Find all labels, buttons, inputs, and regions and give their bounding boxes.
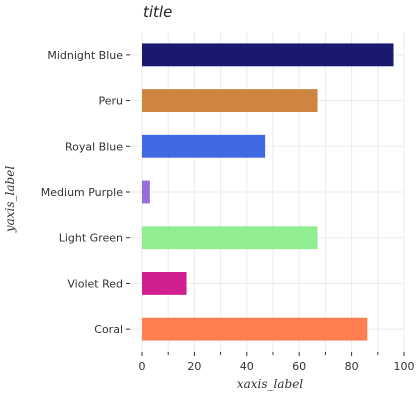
x-tick-label: 80: [345, 360, 359, 373]
bar: [142, 226, 318, 250]
x-tick-label: 40: [240, 360, 254, 373]
x-tick-label: 20: [187, 360, 201, 373]
bar: [142, 272, 187, 295]
y-tick-label: Medium Purple: [41, 186, 123, 199]
x-tick-label: 100: [394, 360, 415, 373]
bar: [142, 317, 368, 341]
y-axis-label: yaxis_label: [3, 166, 17, 233]
y-tick-label: Midnight Blue: [47, 49, 123, 62]
x-tick-layer: 0 20 40 60 80 100: [139, 352, 415, 373]
chart-title: title: [143, 3, 172, 21]
y-tick-label: Coral: [94, 323, 123, 336]
bar: [142, 89, 318, 112]
y-tick-label: Violet Red: [67, 277, 123, 290]
x-tick-label: 0: [139, 360, 146, 373]
bar: [142, 180, 150, 204]
bar: [142, 134, 266, 158]
x-axis-label: xaxis_label: [237, 377, 303, 391]
y-tick-layer: Coral Violet Red Light Green Medium Purple R…: [41, 49, 130, 336]
grid-layer: [130, 32, 405, 352]
bar: [142, 43, 394, 67]
x-tick-label: 60: [292, 360, 306, 373]
y-tick-label: Peru: [98, 95, 123, 108]
y-tick-label: Royal Blue: [65, 140, 123, 153]
y-tick-label: Light Green: [59, 232, 123, 245]
bar-layer: [142, 43, 394, 341]
